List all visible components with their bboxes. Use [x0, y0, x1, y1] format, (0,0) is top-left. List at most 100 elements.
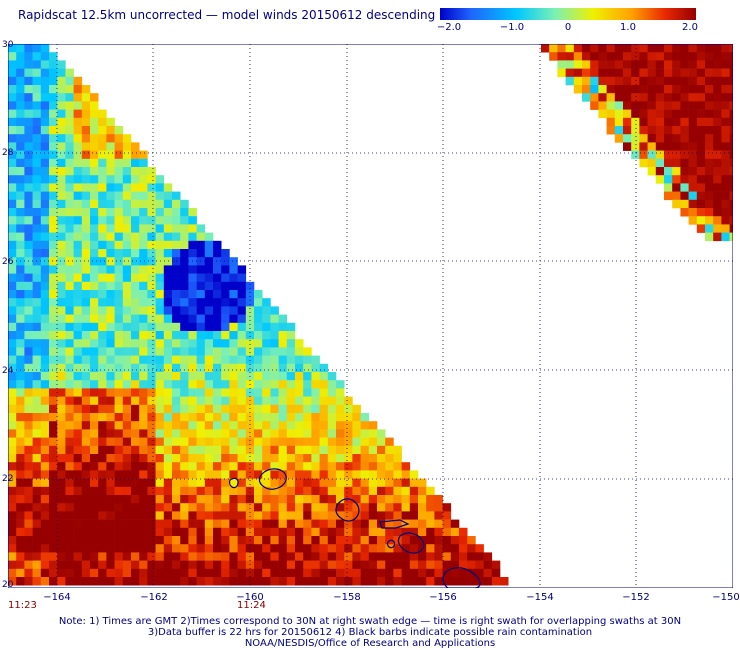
wind-cell	[40, 175, 50, 184]
wind-cell	[98, 126, 107, 135]
wind-cell	[295, 429, 304, 438]
wind-cell	[40, 470, 50, 479]
wind-cell	[459, 527, 468, 537]
wind-cell	[319, 396, 329, 406]
wind-cell	[352, 413, 361, 422]
wind-cell	[344, 519, 353, 529]
wind-cell	[631, 150, 640, 160]
wind-cell	[172, 216, 181, 225]
wind-cell	[672, 117, 681, 127]
wind-cell	[32, 413, 42, 422]
wind-cell	[254, 372, 263, 381]
wind-cell	[114, 372, 124, 381]
wind-cell	[90, 240, 99, 250]
wind-cell	[90, 183, 99, 192]
wind-cell	[221, 577, 230, 586]
wind-cell	[688, 76, 698, 86]
wind-cell	[278, 486, 288, 496]
wind-cell	[237, 437, 247, 447]
wind-cell	[196, 273, 206, 283]
wind-cell	[729, 150, 733, 160]
wind-cell	[106, 183, 115, 192]
wind-cell	[57, 560, 66, 570]
wind-cell	[221, 306, 230, 315]
wind-cell	[229, 281, 238, 291]
wind-cell	[672, 183, 681, 192]
wind-cell	[377, 519, 386, 529]
wind-cell	[270, 536, 279, 545]
wind-cell	[352, 486, 361, 496]
wind-cell	[590, 52, 599, 61]
wind-cell	[213, 478, 222, 488]
wind-cell	[229, 413, 238, 422]
wind-cell	[377, 470, 386, 479]
wind-cell	[639, 76, 648, 86]
wind-cell	[639, 93, 648, 102]
wind-cell	[32, 331, 42, 340]
wind-cell	[8, 454, 17, 463]
wind-cell	[377, 495, 386, 504]
wind-cell	[131, 265, 140, 274]
lon-label: −160	[236, 592, 264, 603]
wind-cell	[229, 454, 238, 463]
wind-cell	[65, 347, 74, 356]
wind-cell	[16, 331, 25, 340]
wind-cell	[286, 486, 296, 496]
wind-cell	[286, 527, 296, 537]
wind-cell	[262, 544, 271, 553]
wind-cell	[139, 560, 148, 570]
wind-cell	[295, 363, 304, 373]
wind-cell	[90, 380, 99, 389]
wind-cell	[163, 240, 173, 250]
wind-cell	[98, 216, 107, 225]
wind-cell	[114, 355, 124, 365]
wind-cell	[705, 232, 714, 242]
wind-cell	[262, 339, 271, 348]
wind-cell	[49, 454, 58, 463]
wind-cell	[73, 158, 83, 168]
wind-cell	[262, 306, 271, 315]
wind-cell	[147, 380, 156, 389]
wind-cell	[98, 224, 107, 233]
wind-cell	[664, 76, 673, 86]
wind-cell	[98, 454, 107, 463]
wind-cell	[254, 478, 263, 488]
wind-cell	[122, 478, 132, 488]
wind-cell	[188, 306, 197, 315]
wind-cell	[106, 265, 115, 274]
wind-cell	[73, 93, 83, 102]
wind-cell	[270, 503, 279, 512]
wind-cell	[65, 527, 74, 537]
wind-cell	[705, 142, 714, 151]
wind-cell	[32, 183, 42, 192]
wind-cell	[393, 503, 402, 512]
wind-cell	[393, 495, 402, 504]
wind-cell	[172, 577, 181, 586]
wind-cell	[180, 216, 189, 225]
wind-cell	[327, 372, 337, 381]
wind-cell	[229, 462, 238, 471]
wind-cell	[16, 527, 25, 537]
wind-cell	[188, 552, 197, 561]
wind-cell	[352, 462, 361, 471]
wind-cell	[352, 437, 361, 447]
wind-cell	[655, 85, 665, 94]
wind-cell	[163, 388, 173, 397]
wind-cell	[65, 454, 74, 463]
wind-cell	[254, 486, 263, 496]
wind-cell	[631, 44, 640, 53]
wind-cell	[49, 109, 58, 119]
wind-cell	[73, 76, 83, 86]
wind-cell	[188, 249, 197, 258]
wind-cell	[352, 445, 361, 455]
wind-cell	[319, 462, 329, 471]
wind-cell	[49, 76, 58, 86]
wind-cell	[73, 101, 83, 110]
wind-cell	[221, 560, 230, 570]
wind-cell	[368, 421, 378, 430]
note-line-3: NOAA/NESDIS/Office of Research and Appli…	[244, 638, 496, 649]
wind-cell	[32, 216, 42, 225]
wind-cell	[114, 568, 124, 578]
wind-cell	[188, 544, 197, 553]
wind-cell	[163, 314, 173, 324]
